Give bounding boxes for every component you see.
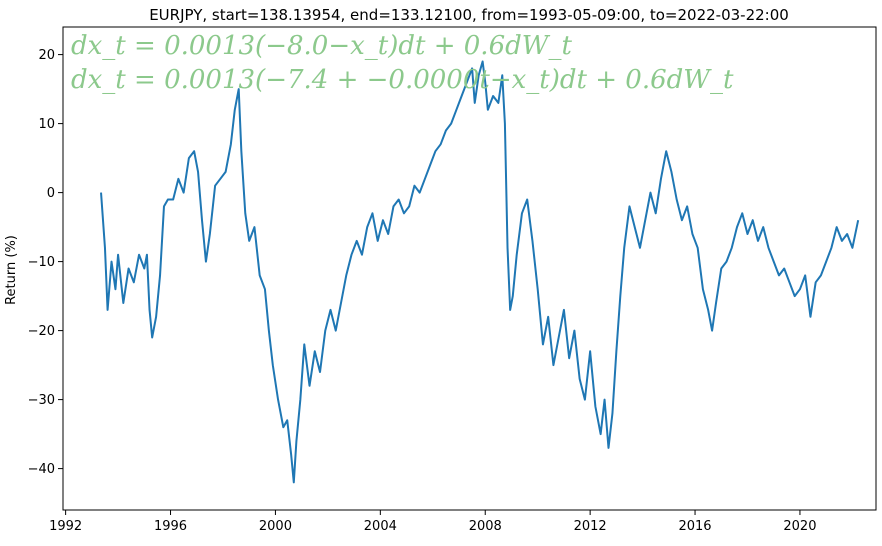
y-tick-label: −30 (28, 393, 55, 408)
y-tick-label: 0 (47, 186, 55, 201)
y-tick-label: 10 (38, 117, 55, 132)
x-tick-label: 2016 (678, 519, 711, 534)
x-tick-label: 2000 (259, 519, 292, 534)
equation-annotation: dx_t = 0.0013(−7.4 + −0.0000t−x_t)dt + 0… (71, 65, 734, 95)
x-tick-label: 2004 (364, 519, 397, 534)
x-tick-label: 2012 (574, 519, 607, 534)
y-axis-label: Return (%) (4, 235, 19, 305)
series-line-0 (100, 60, 860, 484)
x-tick-label: 1992 (49, 519, 82, 534)
plot-frame (62, 26, 877, 511)
x-tick-label: 2008 (469, 519, 502, 534)
annotations: dx_t = 0.0013(−8.0−x_t)dt + 0.6dW_t dx_t … (71, 31, 734, 95)
equation-annotation: dx_t = 0.0013(−8.0−x_t)dt + 0.6dW_t (71, 31, 572, 61)
y-tick-label: −40 (28, 462, 55, 477)
x-tick-label: 1996 (154, 519, 187, 534)
x-tick-label: 2020 (783, 519, 816, 534)
y-tick-label: −20 (28, 324, 55, 339)
series-layer (100, 60, 860, 484)
y-tick-label: −10 (28, 255, 55, 270)
chart-title: EURJPY, start=138.13954, end=133.12100, … (149, 6, 789, 24)
y-tick-label: 20 (38, 48, 55, 63)
axis-ticks: 1992 1996 2000 2004 2008 2012 2016 2020 −40 −30 −2… (28, 48, 817, 534)
